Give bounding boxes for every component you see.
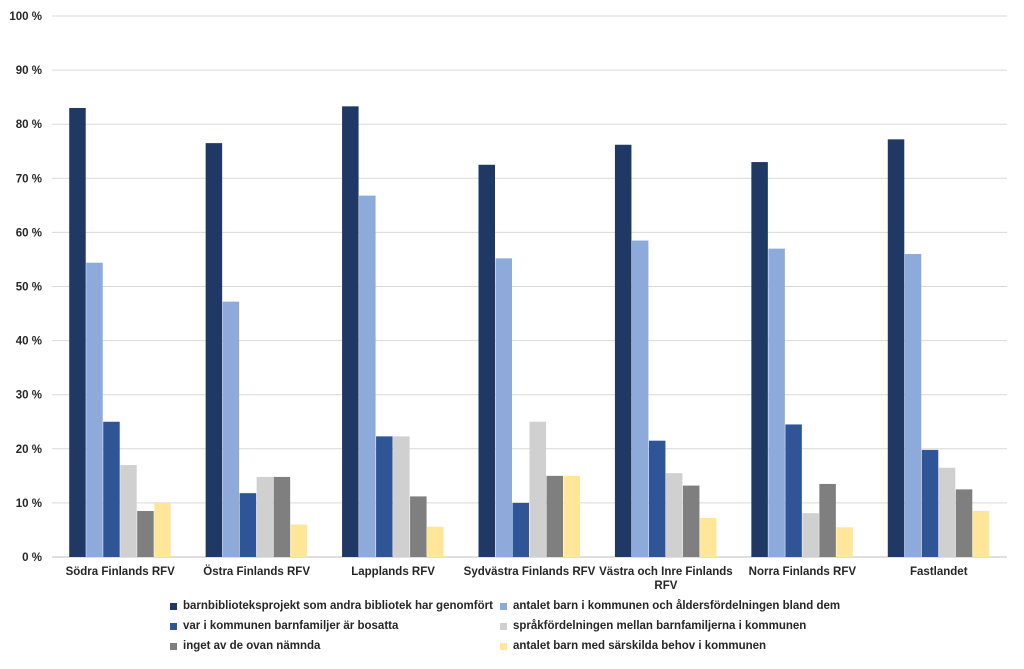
- bar: [359, 195, 376, 557]
- bar: [478, 164, 495, 557]
- bar: [495, 258, 512, 557]
- bar: [410, 496, 427, 557]
- y-tick-label: 30 %: [16, 390, 42, 402]
- y-tick-label: 0 %: [22, 552, 42, 564]
- bar: [69, 107, 86, 557]
- bar: [205, 143, 223, 557]
- y-tick-label: 10 %: [16, 498, 42, 510]
- legend-label: antalet barn med särskilda behov i kommu…: [513, 640, 767, 652]
- bar: [393, 436, 410, 557]
- legend-label: var i kommunen barnfamiljer är bosatta: [183, 620, 399, 632]
- bar: [785, 424, 802, 557]
- legend-label: språkfördelningen mellan barnfamiljerna …: [513, 620, 807, 632]
- bar: [222, 301, 240, 557]
- y-tick-label: 60 %: [16, 227, 42, 239]
- legend-swatch: [170, 642, 177, 650]
- x-category-label: Lapplands RFV: [351, 566, 435, 578]
- bar: [512, 502, 529, 557]
- bar: [256, 476, 274, 557]
- bar: [665, 473, 683, 557]
- bar: [529, 421, 546, 557]
- bars: [69, 106, 990, 558]
- x-category-label: Fastlandet: [910, 566, 968, 578]
- bar: [427, 526, 444, 557]
- x-category-label: RFV: [654, 580, 677, 592]
- legend-item: språkfördelningen mellan barnfamiljerna …: [500, 616, 806, 636]
- legend-item: barnbiblioteksprojekt som andra bibliote…: [170, 596, 493, 616]
- legend-swatch: [170, 602, 177, 610]
- bar: [768, 248, 785, 557]
- legend-swatch: [170, 622, 177, 630]
- legend-swatch: [500, 642, 507, 650]
- bar: [631, 240, 649, 557]
- x-category-label: Södra Finlands RFV: [66, 566, 176, 578]
- bar: [86, 262, 103, 557]
- bar: [955, 489, 973, 557]
- bar: [751, 162, 768, 557]
- x-category-label: Norra Finlands RFV: [749, 566, 857, 578]
- bar: [802, 513, 819, 557]
- bar: [103, 421, 120, 557]
- bar: [239, 493, 257, 557]
- y-tick-label: 80 %: [16, 119, 42, 131]
- bar: [154, 502, 171, 557]
- bar: [273, 476, 291, 557]
- legend-item: var i kommunen barnfamiljer är bosatta: [170, 616, 398, 636]
- legend-swatch: [500, 602, 507, 610]
- bar: [836, 527, 853, 557]
- bar: [290, 524, 308, 557]
- y-tick-label: 20 %: [16, 444, 42, 456]
- bar: [921, 449, 939, 557]
- x-category-label: Västra och Inre Finlands: [599, 566, 733, 578]
- bar: [376, 436, 393, 557]
- bar: [887, 139, 905, 557]
- legend-item: inget av de ovan nämnda: [170, 636, 320, 656]
- bar: [563, 475, 580, 557]
- bar: [546, 475, 563, 557]
- x-category-label: Sydvästra Finlands RFV: [464, 566, 596, 578]
- y-tick-label: 40 %: [16, 336, 42, 348]
- legend-item: antalet barn i kommunen och åldersfördel…: [500, 596, 840, 616]
- y-tick-label: 100 %: [9, 11, 42, 23]
- bar: [904, 254, 922, 558]
- bar: [938, 467, 956, 557]
- legend-swatch: [500, 622, 507, 630]
- bar: [648, 440, 666, 557]
- y-tick-label: 70 %: [16, 173, 42, 185]
- bar: [699, 518, 717, 557]
- bar: [819, 483, 836, 557]
- x-axis-category-labels: Södra Finlands RFV Östra Finlands RFV Lapp…: [66, 565, 968, 592]
- legend-label: barnbiblioteksprojekt som andra bibliote…: [183, 600, 493, 612]
- legend-item: antalet barn med särskilda behov i kommu…: [500, 636, 766, 656]
- bar: [682, 485, 700, 557]
- y-axis-tick-labels: 0 % 10 % 20 % 30 % 40 % 50 % 60 % 70 % 80 % 90 % 1…: [9, 11, 42, 564]
- bar: [972, 511, 990, 557]
- legend-label: inget av de ovan nämnda: [183, 640, 321, 652]
- y-tick-label: 90 %: [16, 65, 42, 77]
- bar: [342, 106, 359, 558]
- x-category-label: Östra Finlands RFV: [203, 565, 310, 578]
- bar: [137, 511, 154, 557]
- bar: [614, 144, 632, 557]
- legend-label: antalet barn i kommunen och åldersfördel…: [513, 600, 841, 612]
- y-tick-label: 50 %: [16, 282, 42, 294]
- bar: [120, 465, 137, 557]
